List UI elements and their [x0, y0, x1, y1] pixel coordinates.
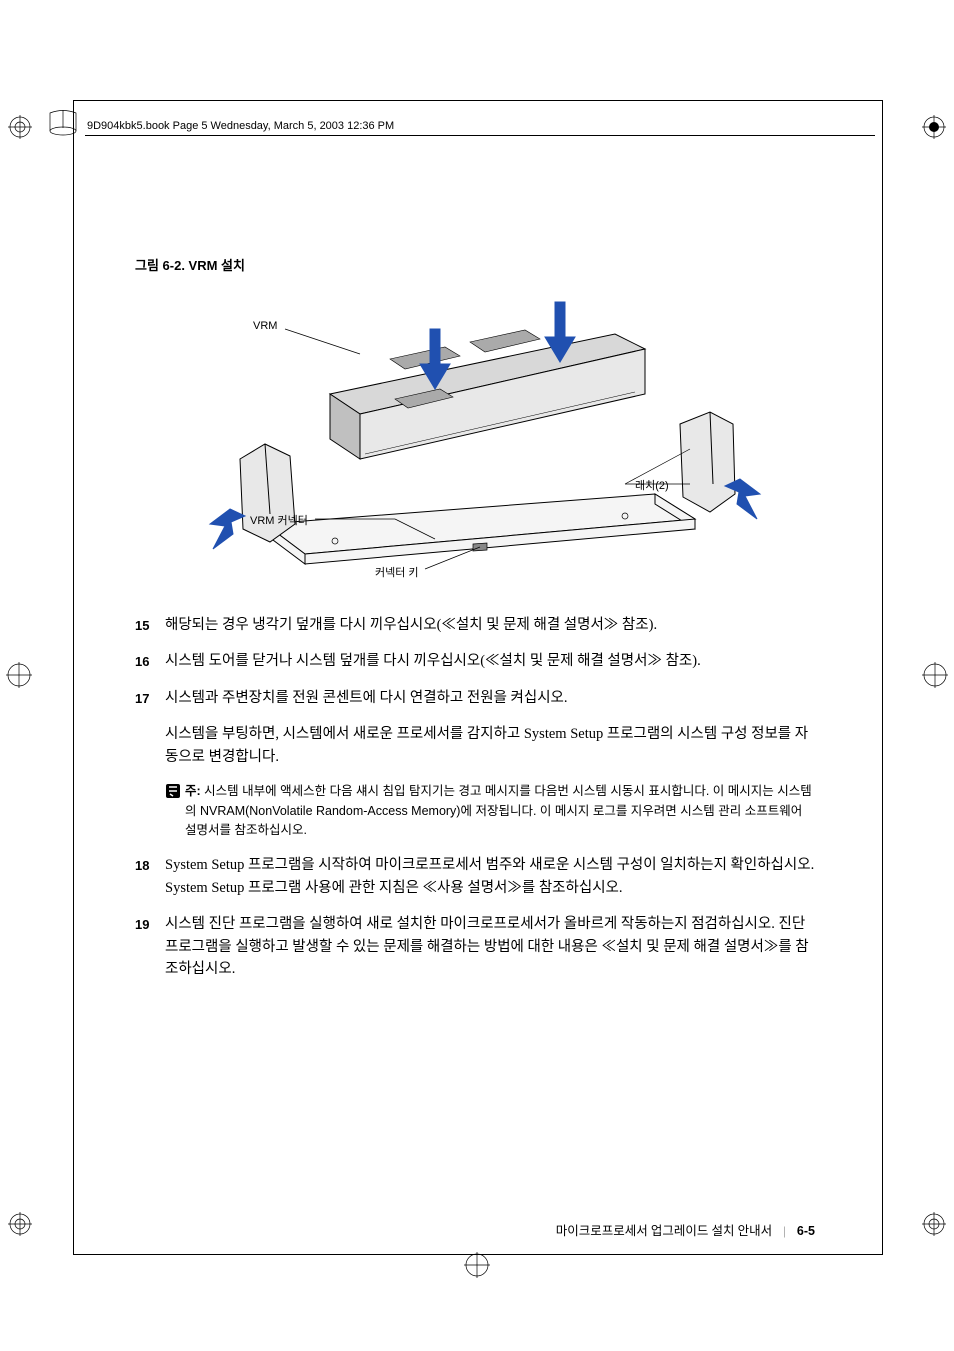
note-text: 주: 시스템 내부에 액세스한 다음 섀시 침입 탐지기는 경고 메시지를 다음… [185, 782, 815, 840]
step-19: 19 시스템 진단 프로그램을 실행하여 새로 설치한 마이크로프로세서가 올바… [135, 913, 815, 980]
step-15: 15 해당되는 경우 냉각기 덮개를 다시 끼우십시오(≪설치 및 문제 해결 … [135, 614, 815, 636]
crosshair-bottom [464, 1252, 490, 1278]
label-latch: 래치(2) [635, 477, 669, 493]
step-num: 15 [135, 614, 165, 636]
label-connector-key: 커넥터 키 [375, 564, 419, 580]
header-rule [85, 135, 875, 136]
step-text: 해당되는 경우 냉각기 덮개를 다시 끼우십시오(≪설치 및 문제 해결 설명서… [165, 614, 815, 636]
note-label: 주: [185, 784, 201, 798]
step-text: 시스템 도어를 닫거나 시스템 덮개를 다시 끼우십시오(≪설치 및 문제 해결… [165, 650, 815, 672]
step-18: 18 System Setup 프로그램을 시작하여 마이크로프로세서 범주와 … [135, 854, 815, 899]
running-head: 9D904kbk5.book Page 5 Wednesday, March 5… [87, 120, 394, 132]
footer-title: 마이크로프로세서 업그레이드 설치 안내서 [556, 1224, 772, 1238]
crop-mark-bl [8, 1212, 32, 1236]
note-block: 주: 시스템 내부에 액세스한 다음 섀시 침입 탐지기는 경고 메시지를 다음… [165, 782, 815, 840]
footer-sep: | [783, 1224, 786, 1238]
step-17-para: 시스템을 부팅하면, 시스템에서 새로운 프로세서를 감지하고 System S… [165, 723, 815, 768]
step-text: System Setup 프로그램을 시작하여 마이크로프로세서 범주와 새로운… [165, 854, 815, 899]
crosshair-left [6, 662, 32, 688]
step-list: 15 해당되는 경우 냉각기 덮개를 다시 끼우십시오(≪설치 및 문제 해결 … [135, 614, 815, 709]
note-icon [165, 782, 185, 840]
figure-vrm-install: VRM VRM 커넥터 커넥터 키 래치(2) [135, 294, 815, 584]
crop-mark-tl [8, 115, 32, 139]
step-num: 16 [135, 650, 165, 672]
figure-title: 그림 6-2. VRM 설치 [135, 255, 815, 274]
step-num: 19 [135, 913, 165, 980]
label-vrm-connector: VRM 커넥터 [250, 512, 308, 528]
footer-page-num: 6-5 [797, 1224, 815, 1238]
step-text: 시스템과 주변장치를 전원 콘센트에 다시 연결하고 전원을 켜십시오. [165, 687, 815, 709]
page-footer: 마이크로프로세서 업그레이드 설치 안내서 | 6-5 [135, 1220, 815, 1239]
crop-mark-br [922, 1212, 946, 1236]
crosshair-right [922, 662, 948, 688]
book-spine-icon [48, 106, 80, 136]
page-content: 그림 6-2. VRM 설치 [135, 255, 815, 995]
crop-mark-tr [922, 115, 946, 139]
step-text: 시스템 진단 프로그램을 실행하여 새로 설치한 마이크로프로세서가 올바르게 … [165, 913, 815, 980]
label-vrm: VRM [253, 320, 277, 332]
step-17: 17 시스템과 주변장치를 전원 콘센트에 다시 연결하고 전원을 켜십시오. [135, 687, 815, 709]
step-16: 16 시스템 도어를 닫거나 시스템 덮개를 다시 끼우십시오(≪설치 및 문제… [135, 650, 815, 672]
step-num: 18 [135, 854, 165, 899]
step-num: 17 [135, 687, 165, 709]
step-list-2: 18 System Setup 프로그램을 시작하여 마이크로프로세서 범주와 … [135, 854, 815, 980]
note-body: 시스템 내부에 액세스한 다음 섀시 침입 탐지기는 경고 메시지를 다음번 시… [185, 784, 812, 837]
